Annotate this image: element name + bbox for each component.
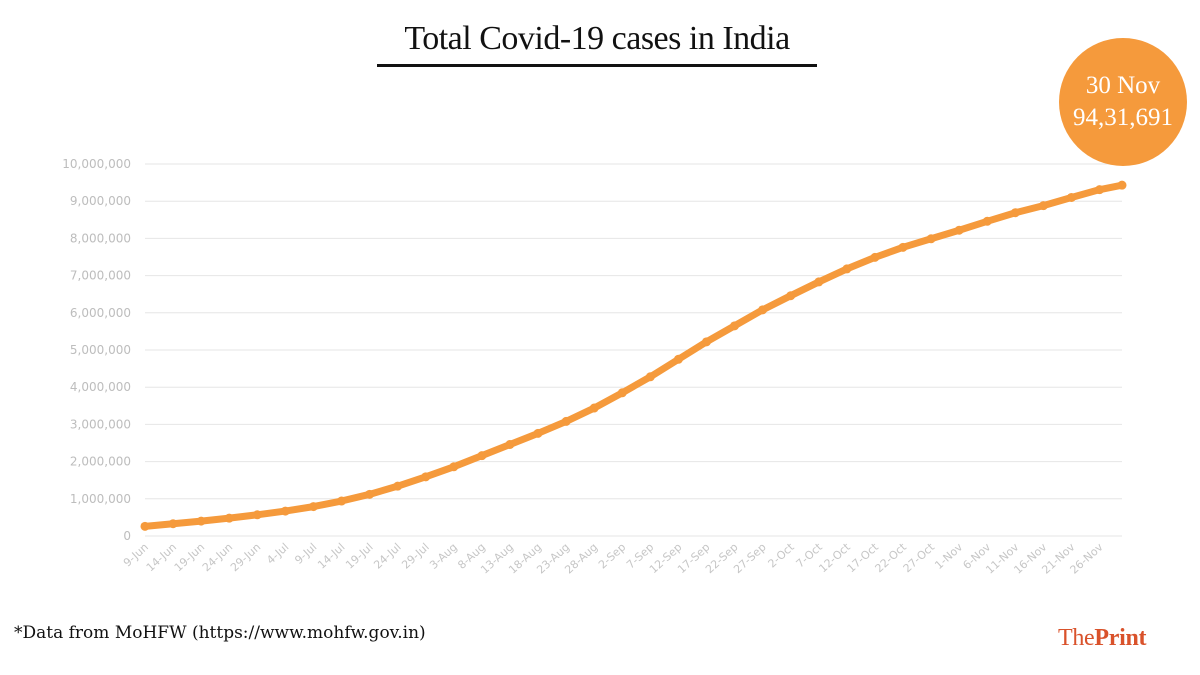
x-tick-label: 24-Jun	[200, 541, 235, 575]
data-point	[701, 337, 711, 347]
data-point	[758, 305, 768, 315]
x-tick-label: 29-Jul	[399, 541, 431, 572]
y-tick-label: 3,000,000	[70, 417, 131, 431]
y-axis-ticks: 0 1,000,000 2,000,000 3,000,000 4,000,000 5,0…	[62, 157, 131, 543]
data-point	[196, 516, 206, 526]
data-point	[561, 416, 571, 426]
data-point	[673, 354, 683, 364]
x-tick-label: 1-Nov	[932, 540, 965, 572]
data-point	[449, 462, 459, 472]
y-tick-label: 5,000,000	[70, 343, 131, 357]
logo-part-the: The	[1058, 625, 1095, 651]
theprint-logo[interactable]: ThePrint	[1058, 625, 1147, 652]
x-tick-label: 19-Jul	[343, 541, 375, 572]
x-tick-label: 3-Aug	[427, 541, 460, 572]
latest-value-callout: 30 Nov 94,31,691	[1059, 38, 1187, 166]
y-tick-label: 1,000,000	[70, 492, 131, 506]
data-point	[589, 403, 599, 413]
data-point	[1066, 192, 1076, 202]
data-point	[533, 428, 543, 438]
data-point	[168, 519, 178, 529]
data-point	[393, 481, 403, 491]
y-tick-label: 6,000,000	[70, 306, 131, 320]
y-tick-label: 0	[123, 529, 131, 543]
y-tick-label: 7,000,000	[70, 269, 131, 283]
data-point	[140, 521, 150, 531]
data-point	[280, 506, 290, 516]
x-tick-label: 14-Jul	[315, 541, 347, 572]
data-point	[954, 225, 964, 235]
logo-part-print: Print	[1094, 625, 1147, 651]
data-point	[870, 252, 880, 262]
data-point	[1117, 180, 1127, 190]
data-point	[1010, 208, 1020, 218]
series-line	[141, 181, 1126, 530]
x-tick-label: 19-Jun	[172, 541, 207, 575]
data-point	[1095, 185, 1105, 195]
data-point	[337, 496, 347, 506]
data-point	[898, 242, 908, 252]
data-point	[421, 472, 431, 482]
callout-date: 30 Nov	[1085, 72, 1161, 99]
data-point	[982, 216, 992, 226]
data-point	[252, 510, 262, 520]
series-cumulative-cases	[140, 180, 1127, 531]
x-tick-label: 27-Sep	[731, 541, 768, 577]
y-tick-label: 9,000,000	[70, 194, 131, 208]
x-tick-label: 14-Jun	[144, 541, 179, 575]
y-tick-label: 4,000,000	[70, 380, 131, 394]
y-tick-label: 2,000,000	[70, 455, 131, 469]
x-tick-label: 4-Jul	[264, 541, 291, 567]
data-point	[308, 502, 318, 512]
gridlines	[145, 163, 1122, 537]
data-point	[617, 388, 627, 398]
x-tick-label: 29-Jun	[228, 541, 263, 575]
callout-value: 94,31,691	[1073, 104, 1173, 131]
x-tick-label: 27-Oct	[901, 540, 938, 575]
data-point	[505, 439, 515, 449]
data-point	[224, 513, 234, 523]
title-underline	[377, 64, 817, 67]
data-point	[730, 321, 740, 331]
data-point	[926, 234, 936, 244]
data-point	[1038, 201, 1048, 211]
data-point	[814, 277, 824, 287]
data-point	[786, 291, 796, 301]
x-tick-label: 24-Jul	[371, 541, 403, 572]
data-point	[477, 451, 487, 461]
y-tick-label: 8,000,000	[70, 231, 131, 245]
source-note: *Data from MoHFW (https://www.mohfw.gov.…	[14, 623, 426, 643]
y-tick-label: 10,000,000	[62, 157, 131, 171]
x-tick-label: 2-Oct	[766, 540, 798, 570]
data-point	[842, 264, 852, 274]
data-point	[645, 372, 655, 382]
data-point	[365, 489, 375, 499]
chart-title: Total Covid-19 cases in India	[404, 20, 790, 57]
x-tick-label: 2-Sep	[596, 541, 628, 572]
